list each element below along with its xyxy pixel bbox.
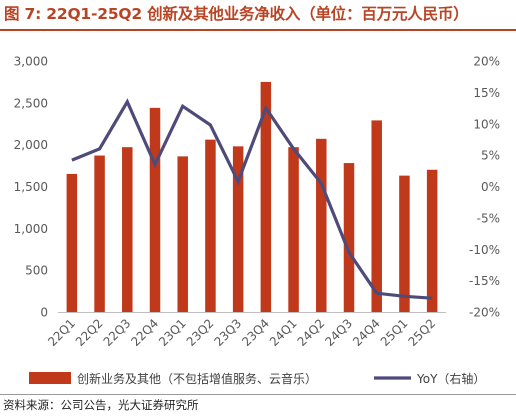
y-right-tick-label: 20% [473, 55, 500, 69]
yoy-line [71, 98, 433, 300]
x-tick-label: 24Q2 [295, 316, 328, 349]
y-left-tick-label: 500 [25, 264, 48, 278]
combo-chart: 0 500 1,000 1,500 2,000 2,500 3,000 -20% -15% -10… [14, 55, 500, 387]
y-left-tick-label: 3,000 [14, 55, 48, 69]
x-tick-label: 23Q1 [156, 316, 189, 349]
bar-25Q2 [426, 169, 438, 312]
bar-24Q2 [316, 138, 327, 312]
y-left-tick-label: 2,500 [14, 96, 48, 110]
bar-22Q4 [149, 107, 161, 312]
source-note: 资料来源：公司公告，光大证券研究所 [3, 398, 199, 412]
x-tick-label: 24Q4 [350, 316, 383, 349]
bar-23Q2 [205, 139, 216, 312]
legend-label-line: YoY（右轴） [416, 371, 485, 386]
y-right-tick-label: -20% [469, 306, 500, 320]
x-tick-label: 23Q2 [184, 316, 217, 349]
x-tick-label: 22Q1 [45, 316, 78, 349]
bar-24Q4 [371, 120, 382, 312]
y-left-tick-label: 0 [40, 306, 48, 320]
x-tick-label: 23Q4 [239, 316, 272, 349]
bar-22Q2 [94, 155, 105, 312]
x-tick-label: 22Q2 [73, 316, 106, 349]
bars-layer [66, 81, 438, 313]
bar-24Q1 [288, 147, 299, 312]
y-right-tick-label: -5% [477, 211, 500, 225]
line-layer [71, 98, 433, 300]
bottom-rule [0, 394, 516, 395]
figure-title: 图 7: 22Q1-25Q2 创新及其他业务净收入（单位：百万元人民币） [4, 5, 469, 23]
title-rule [0, 29, 516, 31]
x-tick-label: 24Q3 [322, 316, 355, 349]
x-tick-label: 22Q3 [101, 316, 134, 349]
bar-25Q1 [399, 175, 410, 312]
y-left-tick-label: 1,500 [14, 180, 48, 194]
y-left-tick-label: 2,000 [14, 138, 48, 152]
legend-swatch-bar [29, 372, 71, 384]
x-tick-label: 22Q4 [128, 316, 161, 349]
y-right-tick-label: 15% [473, 86, 500, 100]
legend-label-bar: 创新业务及其他（不包括增值服务、云音乐） [77, 371, 317, 386]
bar-22Q3 [122, 147, 133, 312]
x-tick-label: 25Q1 [378, 316, 411, 349]
y-right-tick-label: 5% [481, 149, 500, 163]
x-tick-label: 25Q2 [405, 316, 438, 349]
legend: 创新业务及其他（不包括增值服务、云音乐） YoY（右轴） [29, 371, 485, 386]
x-tick-label: 24Q1 [267, 316, 300, 349]
bar-23Q1 [177, 156, 188, 312]
y-right-tick-label: -15% [469, 274, 500, 288]
y-right-tick-label: 0% [481, 180, 500, 194]
bar-24Q3 [343, 163, 355, 312]
y-right-tick-label: 10% [473, 117, 500, 131]
y-right-tick-label: -10% [469, 243, 500, 257]
bar-22Q1 [66, 173, 78, 312]
bar-23Q4 [260, 81, 272, 313]
y-left-tick-label: 1,000 [14, 222, 48, 236]
bar-23Q3 [232, 146, 244, 312]
x-tick-label: 23Q3 [211, 316, 244, 349]
